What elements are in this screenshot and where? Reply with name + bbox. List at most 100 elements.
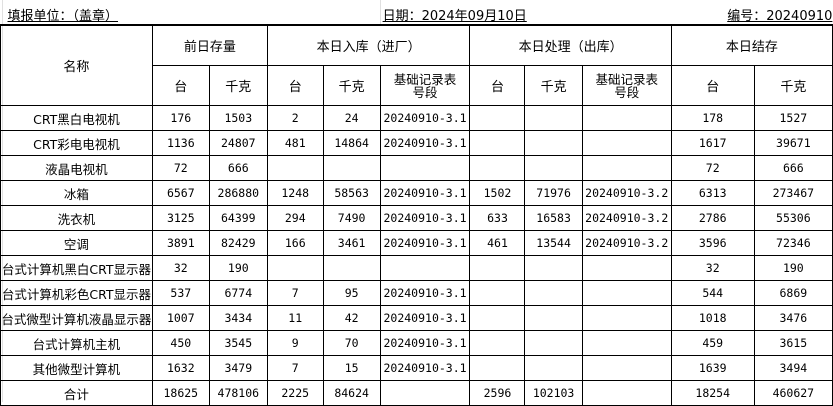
- value-cell[interactable]: 537: [151, 280, 210, 306]
- date-cell[interactable]: 日期：2024年09月10日: [380, 0, 672, 26]
- value-cell[interactable]: [469, 155, 526, 181]
- value-cell[interactable]: 6567: [151, 180, 210, 206]
- value-cell[interactable]: [581, 280, 672, 306]
- value-cell[interactable]: 72346: [753, 230, 833, 256]
- value-cell[interactable]: 3125: [151, 205, 210, 231]
- value-cell[interactable]: 1248: [266, 180, 324, 206]
- value-cell[interactable]: [469, 330, 526, 356]
- header-unit[interactable]: 千克: [524, 65, 583, 106]
- value-cell[interactable]: 1018: [670, 305, 755, 331]
- value-cell[interactable]: 24807: [208, 130, 268, 156]
- value-cell[interactable]: 20240910-3.1: [379, 330, 471, 356]
- value-cell[interactable]: [581, 105, 672, 131]
- value-cell[interactable]: [266, 255, 324, 281]
- item-name-cell[interactable]: 其他微型计算机: [0, 355, 153, 381]
- value-cell[interactable]: 7: [266, 280, 324, 306]
- value-cell[interactable]: 20240910-3.1: [379, 205, 471, 231]
- value-cell[interactable]: 20240910-3.1: [379, 105, 471, 131]
- value-cell[interactable]: 55306: [753, 205, 833, 231]
- value-cell[interactable]: [469, 280, 526, 306]
- item-name-cell[interactable]: 洗衣机: [0, 205, 153, 231]
- value-cell[interactable]: 20240910-3.1: [379, 355, 471, 381]
- value-cell[interactable]: 20240910-3.1: [379, 280, 471, 306]
- value-cell[interactable]: [322, 255, 381, 281]
- value-cell[interactable]: 286880: [208, 180, 268, 206]
- value-cell[interactable]: [322, 155, 381, 181]
- value-cell[interactable]: [469, 305, 526, 331]
- value-cell[interactable]: [524, 155, 583, 181]
- value-cell[interactable]: 15: [322, 355, 381, 381]
- value-cell[interactable]: 273467: [753, 180, 833, 206]
- value-cell[interactable]: 1527: [753, 105, 833, 131]
- value-cell[interactable]: 461: [469, 230, 526, 256]
- item-name-cell[interactable]: 台式计算机主机: [0, 330, 153, 356]
- value-cell[interactable]: 13544: [524, 230, 583, 256]
- value-cell[interactable]: 14864: [322, 130, 381, 156]
- value-cell[interactable]: 6869: [753, 280, 833, 306]
- value-cell[interactable]: 24: [322, 105, 381, 131]
- value-cell[interactable]: 95: [322, 280, 381, 306]
- value-cell[interactable]: 3476: [753, 305, 833, 331]
- header-processed[interactable]: 本日处理（出库）: [469, 24, 672, 66]
- header-inbound[interactable]: 本日入库（进厂）: [266, 24, 471, 66]
- value-cell[interactable]: 1617: [670, 130, 755, 156]
- value-cell[interactable]: 20240910-3.1: [379, 130, 471, 156]
- value-cell[interactable]: 72: [151, 155, 210, 181]
- header-name[interactable]: 名称: [0, 24, 153, 106]
- value-cell[interactable]: 20240910-3.2: [581, 205, 672, 231]
- header-closing-stock[interactable]: 本日结存: [670, 24, 833, 66]
- value-cell[interactable]: [524, 255, 583, 281]
- value-cell[interactable]: 1136: [151, 130, 210, 156]
- header-previous-stock[interactable]: 前日存量: [151, 24, 268, 66]
- value-cell[interactable]: 666: [753, 155, 833, 181]
- value-cell[interactable]: 166: [266, 230, 324, 256]
- value-cell[interactable]: [524, 105, 583, 131]
- value-cell[interactable]: 20240910-3.1: [379, 180, 471, 206]
- item-name-cell[interactable]: 空调: [0, 230, 153, 256]
- value-cell[interactable]: 190: [753, 255, 833, 281]
- value-cell[interactable]: 3615: [753, 330, 833, 356]
- value-cell[interactable]: 58563: [322, 180, 381, 206]
- value-cell[interactable]: 32: [151, 255, 210, 281]
- header-unit[interactable]: 基础记录表号段: [379, 65, 471, 106]
- value-cell[interactable]: 6774: [208, 280, 268, 306]
- value-cell[interactable]: 3434: [208, 305, 268, 331]
- value-cell[interactable]: [469, 355, 526, 381]
- value-cell[interactable]: 633: [469, 205, 526, 231]
- value-cell[interactable]: [524, 305, 583, 331]
- value-cell[interactable]: 7: [266, 355, 324, 381]
- value-cell[interactable]: 3891: [151, 230, 210, 256]
- value-cell[interactable]: 70: [322, 330, 381, 356]
- number-cell[interactable]: 编号：20240910: [671, 0, 833, 26]
- value-cell[interactable]: 3494: [753, 355, 833, 381]
- value-cell[interactable]: 7490: [322, 205, 381, 231]
- value-cell[interactable]: [581, 355, 672, 381]
- value-cell[interactable]: 64399: [208, 205, 268, 231]
- item-name-cell[interactable]: CRT彩电电视机: [0, 130, 153, 156]
- value-cell[interactable]: [524, 130, 583, 156]
- value-cell[interactable]: 20240910-3.1: [379, 230, 471, 256]
- value-cell[interactable]: [581, 255, 672, 281]
- value-cell[interactable]: 1007: [151, 305, 210, 331]
- value-cell[interactable]: 82429: [208, 230, 268, 256]
- header-unit[interactable]: 台: [670, 65, 755, 106]
- value-cell[interactable]: 1639: [670, 355, 755, 381]
- value-cell[interactable]: 1503: [208, 105, 268, 131]
- header-unit[interactable]: 台: [469, 65, 526, 106]
- header-unit[interactable]: 千克: [753, 65, 833, 106]
- value-cell[interactable]: [379, 155, 471, 181]
- value-cell[interactable]: 20240910-3.2: [581, 230, 672, 256]
- value-cell[interactable]: [524, 330, 583, 356]
- value-cell[interactable]: 190: [208, 255, 268, 281]
- value-cell[interactable]: 1502: [469, 180, 526, 206]
- header-unit[interactable]: 千克: [322, 65, 381, 106]
- value-cell[interactable]: [469, 130, 526, 156]
- value-cell[interactable]: 294: [266, 205, 324, 231]
- value-cell[interactable]: [524, 355, 583, 381]
- header-unit[interactable]: 台: [266, 65, 324, 106]
- header-unit[interactable]: 基础记录表号段: [581, 65, 672, 106]
- value-cell[interactable]: 666: [208, 155, 268, 181]
- value-cell[interactable]: 9: [266, 330, 324, 356]
- header-unit[interactable]: 台: [151, 65, 210, 106]
- value-cell[interactable]: 6313: [670, 180, 755, 206]
